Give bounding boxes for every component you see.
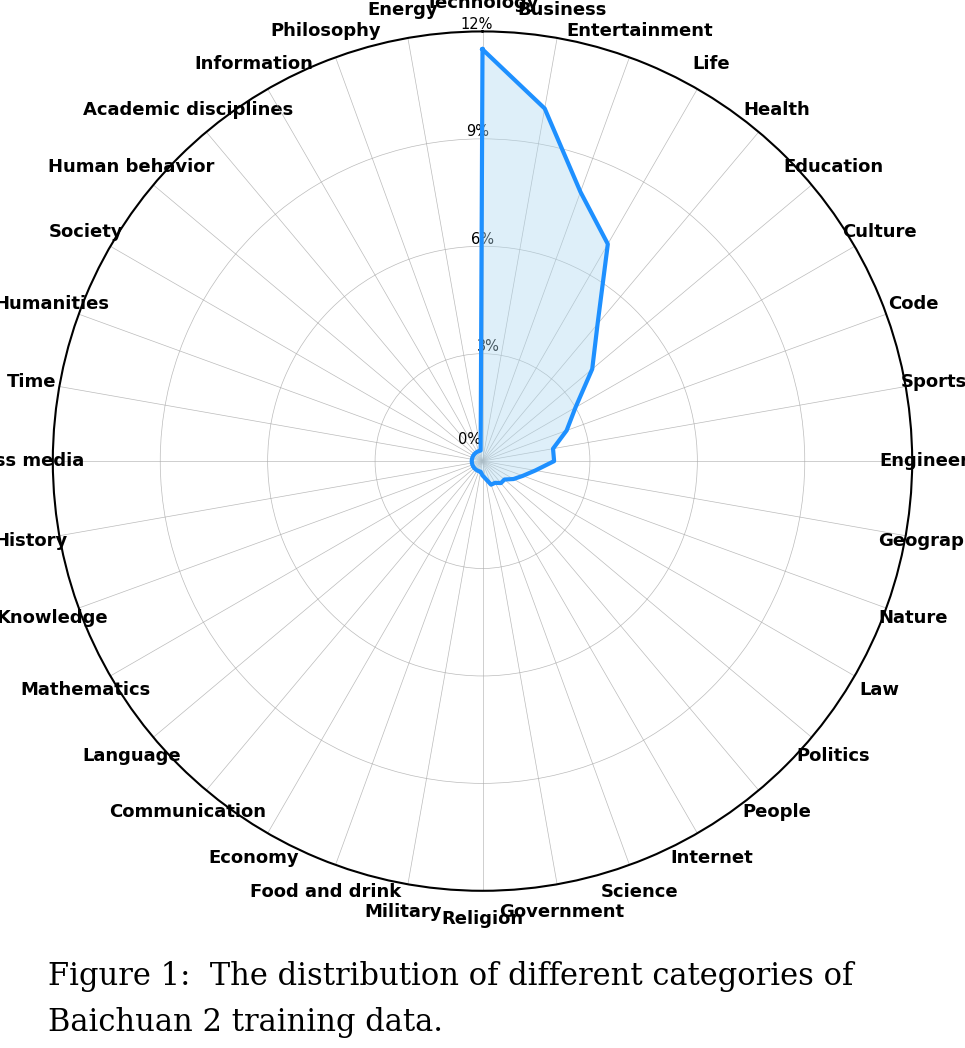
Text: 0%: 0% [458,432,482,447]
Text: Figure 1:  The distribution of different categories of
Baichuan 2 training data.: Figure 1: The distribution of different … [48,961,853,1038]
Polygon shape [472,49,608,484]
